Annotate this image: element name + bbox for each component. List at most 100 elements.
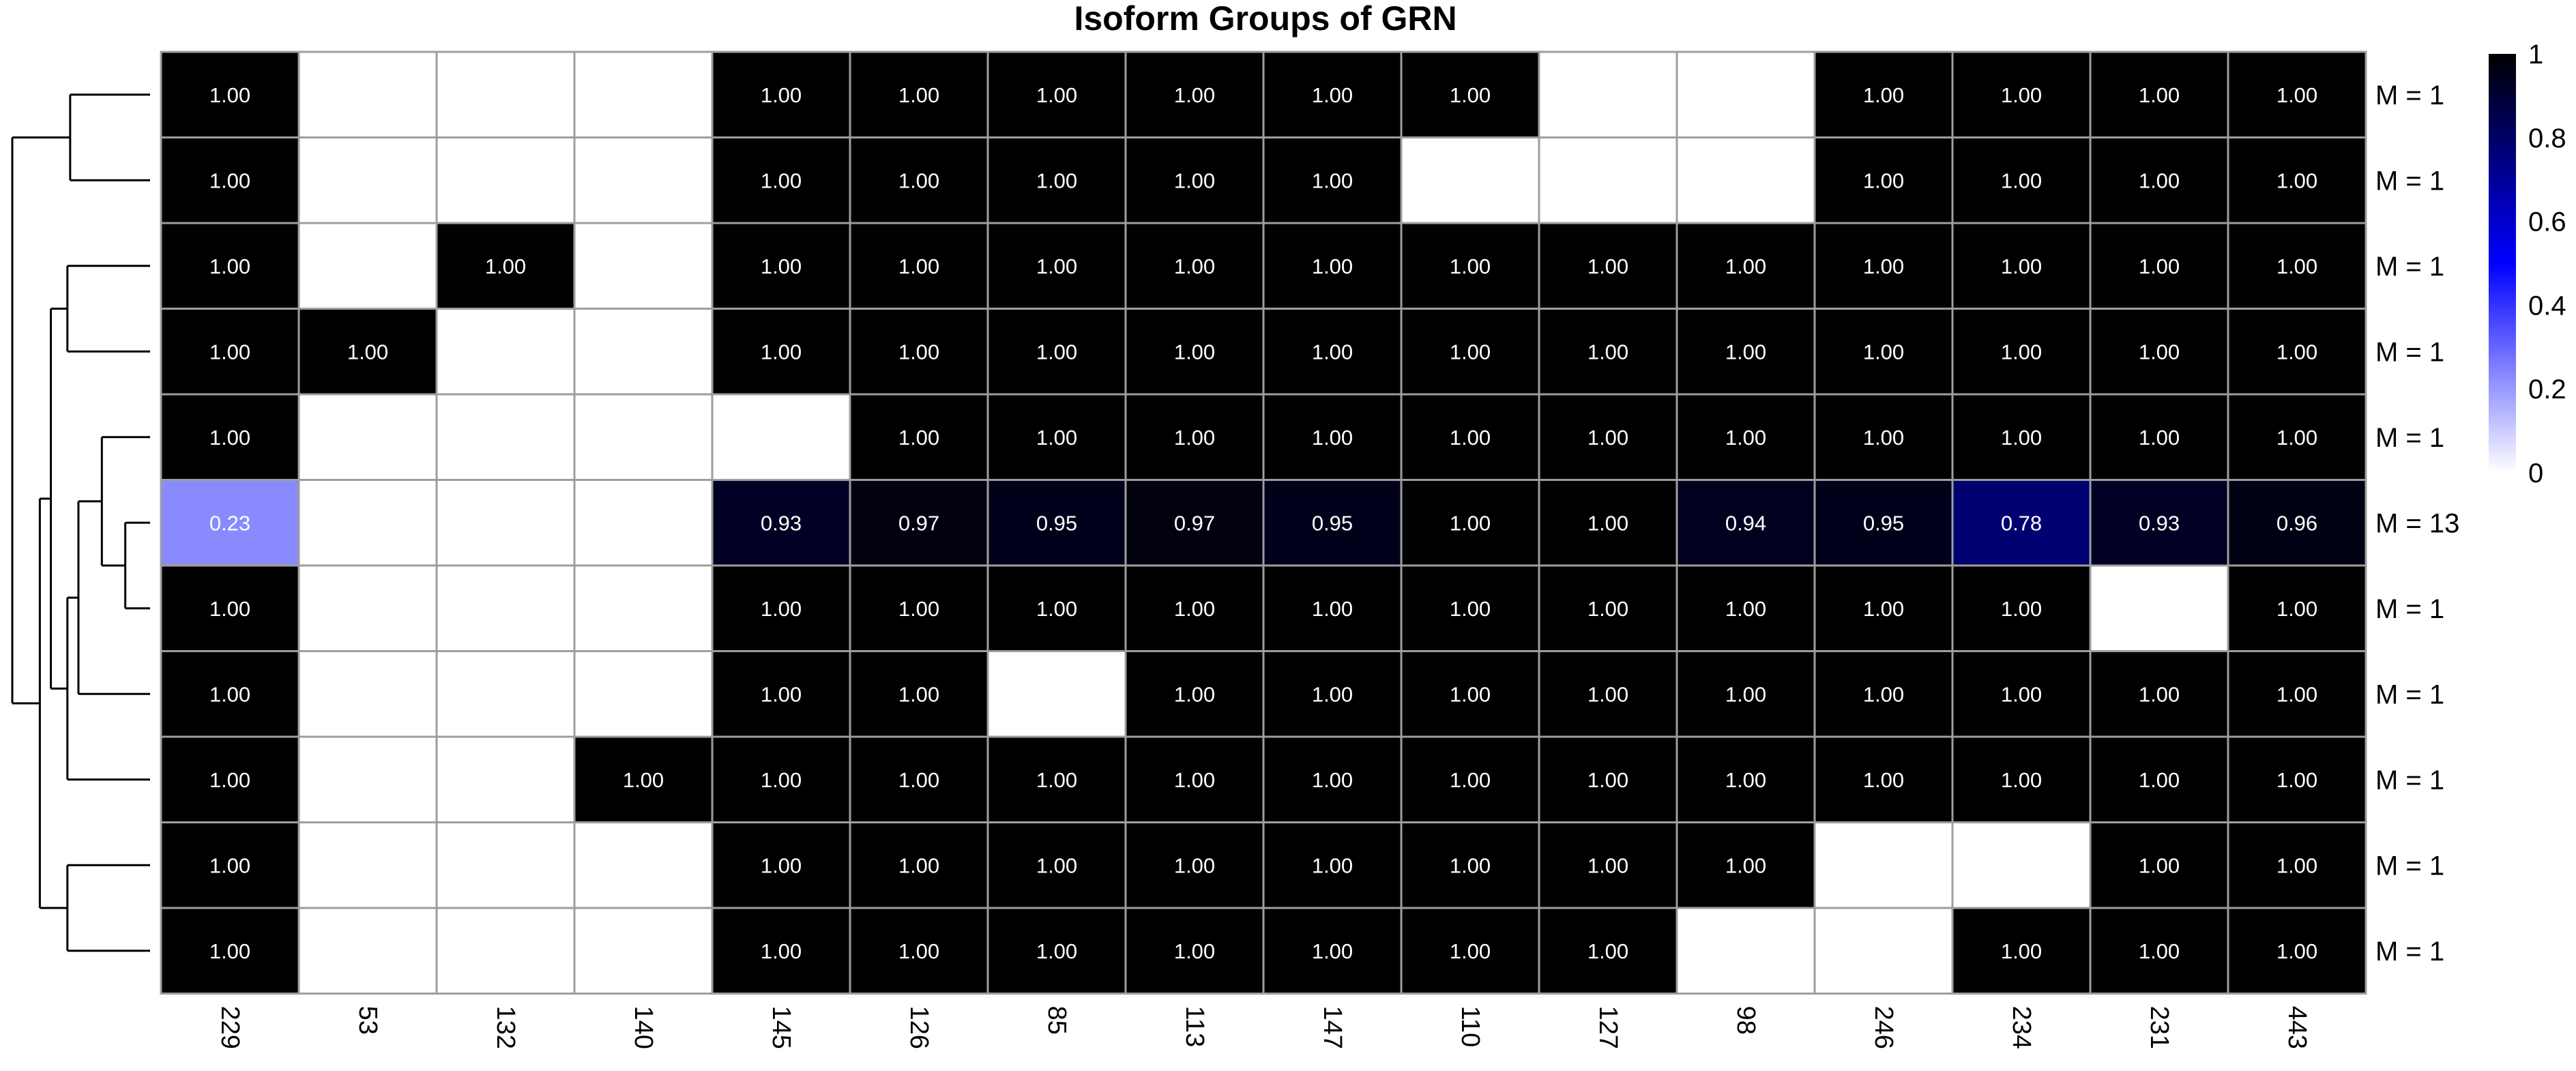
cell-value-label: 1.00 [761, 340, 802, 364]
heatmap-cell [986, 393, 1127, 481]
heatmap-cell [2227, 479, 2367, 567]
cell-value-label: 1.00 [1312, 682, 1353, 706]
cell-value-label: 1.00 [1312, 939, 1353, 963]
heatmap-cell [297, 821, 438, 909]
heatmap-cell [1538, 136, 1678, 224]
heatmap-cell [1124, 564, 1265, 652]
column-label: 145 [767, 1006, 795, 1049]
heatmap-cell [1951, 308, 2092, 396]
heatmap-cell [435, 222, 576, 310]
cell-value-label: 1.00 [898, 682, 939, 706]
cell-value-label: 1.00 [209, 682, 250, 706]
cell-value-label: 1.00 [1450, 682, 1491, 706]
cell-value-label: 1.00 [1312, 768, 1353, 792]
heatmap-cell [297, 136, 438, 224]
heatmap-cell [2227, 650, 2367, 738]
cell-value-label: 1.00 [1587, 853, 1628, 877]
cell-value-label: 1.00 [209, 597, 250, 621]
heatmap-cell [1262, 50, 1403, 138]
row-label: M = 1 [2375, 252, 2444, 282]
cell-value-label: 1.00 [898, 340, 939, 364]
cell-value-label: 1.00 [1725, 254, 1766, 278]
row-label: M = 1 [2375, 851, 2444, 881]
cell-value-label: 1.00 [1725, 597, 1766, 621]
heatmap-cell [1400, 650, 1540, 738]
column-label: 53 [353, 1006, 382, 1035]
heatmap-cell [1538, 650, 1678, 738]
cell-value-label: 1.00 [761, 939, 802, 963]
heatmap-cell [711, 907, 851, 995]
heatmap-cell [297, 393, 438, 481]
heatmap-cell [2089, 907, 2229, 995]
heatmap-cell [1262, 308, 1403, 396]
heatmap-cell [1675, 564, 1816, 652]
legend-color-bar [2489, 54, 2516, 473]
heatmap-cell [711, 136, 851, 224]
heatmap-cell [573, 479, 714, 567]
heatmap-cell [573, 564, 714, 652]
heatmap-cell [2227, 50, 2367, 138]
heatmap-cell [1538, 393, 1678, 481]
heatmap-cell [1951, 393, 2092, 481]
heatmap-cell [160, 735, 300, 823]
cell-value-label: 1.00 [485, 254, 526, 278]
cell-value-label: 0.95 [1863, 511, 1904, 535]
heatmap-cell [1262, 393, 1403, 481]
cell-value-label: 1.00 [1863, 597, 1904, 621]
heatmap-cell [573, 821, 714, 909]
heatmap-cell [1538, 50, 1678, 138]
cell-value-label: 1.00 [1036, 168, 1077, 192]
heatmap-cell [2227, 564, 2367, 652]
heatmap-cell [1951, 479, 2092, 567]
cell-value-label: 1.00 [2139, 768, 2180, 792]
cell-value-label: 1.00 [1312, 426, 1353, 450]
cell-value-label: 1.00 [1587, 511, 1628, 535]
heatmap-cell [1262, 479, 1403, 567]
cell-value-label: 1.00 [2277, 426, 2317, 450]
heatmap-cell [1675, 907, 1816, 995]
heatmap-cell [1124, 821, 1265, 909]
heatmap-cell [297, 907, 438, 995]
cell-value-label: 1.00 [2001, 682, 2042, 706]
cell-value-label: 1.00 [2001, 768, 2042, 792]
cell-value-label: 1.00 [1036, 597, 1077, 621]
row-label: M = 1 [2375, 166, 2444, 196]
heatmap-cell [1400, 222, 1540, 310]
cell-value-label: 1.00 [1312, 168, 1353, 192]
cell-value-label: 1.00 [1863, 682, 1904, 706]
cell-value-label: 1.00 [2001, 254, 2042, 278]
cell-value-label: 1.00 [209, 853, 250, 877]
heatmap-cell [2227, 907, 2367, 995]
row-labels: M = 1 M = 1 M = 1 M = 1 M = 1 M = 13 M = 1 M = … [2375, 80, 2459, 967]
cell-value-label: 1.00 [2139, 682, 2180, 706]
cell-value-label: 1.00 [1174, 83, 1215, 107]
heatmap-cell [1951, 907, 2092, 995]
heatmap-cell [1538, 735, 1678, 823]
column-label: 229 [216, 1006, 244, 1049]
cell-value-label: 1.00 [761, 168, 802, 192]
heatmap-cell [1400, 907, 1540, 995]
heatmap-cell [1951, 650, 2092, 738]
cell-value-label: 1.00 [1587, 426, 1628, 450]
cell-value-label: 1.00 [1036, 768, 1077, 792]
column-label: 234 [2007, 1006, 2036, 1049]
heatmap-cell [711, 650, 851, 738]
heatmap-cell [1538, 564, 1678, 652]
column-label: 231 [2145, 1006, 2174, 1049]
cell-value-label: 1.00 [1312, 853, 1353, 877]
heatmap-cell [2227, 735, 2367, 823]
cell-value-label: 1.00 [2277, 597, 2317, 621]
cell-value-label: 1.00 [2001, 83, 2042, 107]
cell-value-label: 1.00 [1036, 83, 1077, 107]
cell-value-label: 1.00 [1174, 682, 1215, 706]
heatmap-cell [1675, 735, 1816, 823]
heatmap-cell [986, 222, 1127, 310]
cell-value-label: 1.00 [1312, 83, 1353, 107]
cell-value-label: 1.00 [1863, 426, 1904, 450]
heatmap-cell [1675, 222, 1816, 310]
cell-value-label: 1.00 [2001, 340, 2042, 364]
cell-value-label: 1.00 [898, 426, 939, 450]
heatmap-cell [1124, 393, 1265, 481]
heatmap-cell [1262, 907, 1403, 995]
heatmap-cell [2227, 393, 2367, 481]
